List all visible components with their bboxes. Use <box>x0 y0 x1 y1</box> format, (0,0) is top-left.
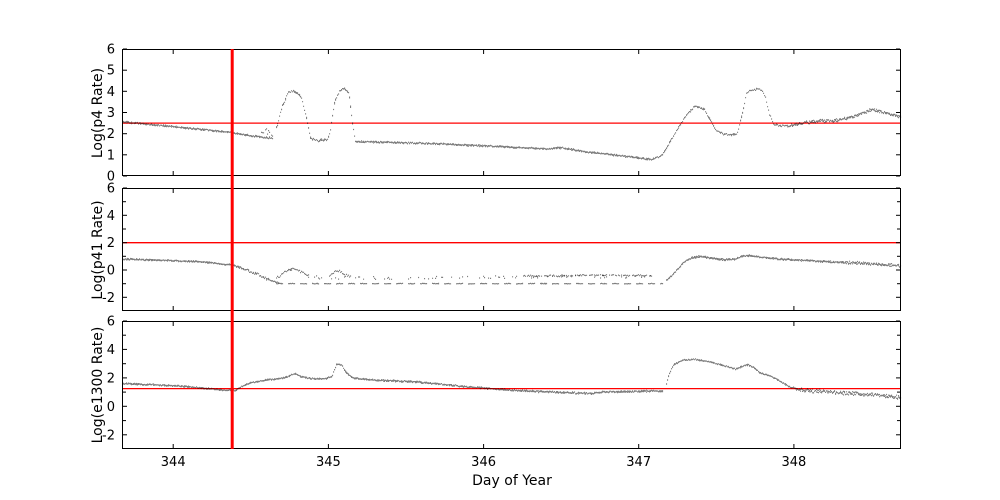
y-tick-labels: -2 0 2 4 6 <box>102 315 115 444</box>
y-axis-label-p41: Log(p41 Rate) <box>90 200 106 300</box>
y-tick-label: 5 <box>107 64 115 79</box>
x-tick-label: 344 <box>161 455 186 470</box>
data-series-segment <box>355 140 653 161</box>
panel-border <box>122 321 901 449</box>
y-tick-label: -2 <box>102 428 115 443</box>
data-series-segment <box>652 105 738 160</box>
data-series-segment <box>314 274 652 280</box>
y-tick-label: 0 <box>107 400 115 415</box>
y-tick-label: 6 <box>107 182 115 197</box>
data-series-segment <box>276 282 664 285</box>
data-series-segment <box>123 257 234 266</box>
y-tick-label: 6 <box>107 315 115 330</box>
x-tick-label: 348 <box>781 455 806 470</box>
y-tick-label: 2 <box>107 371 115 386</box>
y-tick-label: 0 <box>107 170 115 185</box>
panel-border <box>122 188 901 311</box>
data-series-segment <box>123 382 237 392</box>
y-tick-label: 2 <box>107 127 115 142</box>
x-axis-label: Day of Year <box>472 473 552 489</box>
y-tick-label: 0 <box>107 264 115 279</box>
data-series-segment <box>666 358 792 389</box>
x-tick-label: 347 <box>626 455 651 470</box>
data-series-segment <box>276 267 310 279</box>
y-axis-label-e1300: Log(e1300 Rate) <box>90 326 106 444</box>
y-tick-label: 1 <box>107 148 115 163</box>
y-tick-label: 4 <box>107 85 115 100</box>
data-series-segment <box>236 363 369 391</box>
data-series-segment <box>329 269 350 277</box>
panel-border <box>122 49 901 176</box>
data-series-segment <box>666 254 842 281</box>
x-tick-labels: 344 345 346 347 348 <box>161 455 807 470</box>
tick-marks <box>123 320 900 448</box>
y-axis-label-p4: Log(p4 Rate) <box>90 67 106 159</box>
data-series-segment <box>841 260 902 268</box>
data-series-segment <box>261 128 274 137</box>
panel-2: -2 0 2 4 6 344 345 346 347 348 <box>102 315 902 470</box>
tick-marks <box>123 187 900 310</box>
y-tick-label: 4 <box>107 209 115 224</box>
data-series-segment <box>276 87 356 143</box>
y-tick-labels: -2 0 2 4 6 <box>102 182 115 306</box>
y-tick-label: -2 <box>102 291 115 306</box>
panel-0: 0 1 2 3 4 5 6 <box>107 43 902 185</box>
y-tick-label: 3 <box>107 106 115 121</box>
data-series-segment <box>123 120 274 140</box>
data-series-segment <box>737 87 788 133</box>
data-series-segment <box>233 264 280 284</box>
y-tick-label: 2 <box>107 236 115 251</box>
x-tick-label: 346 <box>471 455 496 470</box>
panel-1: -2 0 2 4 6 <box>102 182 902 311</box>
data-series-segment <box>524 274 653 278</box>
data-series-segment <box>368 378 664 395</box>
x-tick-label: 345 <box>316 455 341 470</box>
data-series-segment <box>787 108 902 128</box>
y-tick-label: 6 <box>107 43 115 58</box>
data-series-segment <box>791 386 902 400</box>
y-tick-label: 4 <box>107 343 115 358</box>
tick-marks <box>123 48 900 177</box>
y-tick-labels: 0 1 2 3 4 5 6 <box>107 43 115 185</box>
